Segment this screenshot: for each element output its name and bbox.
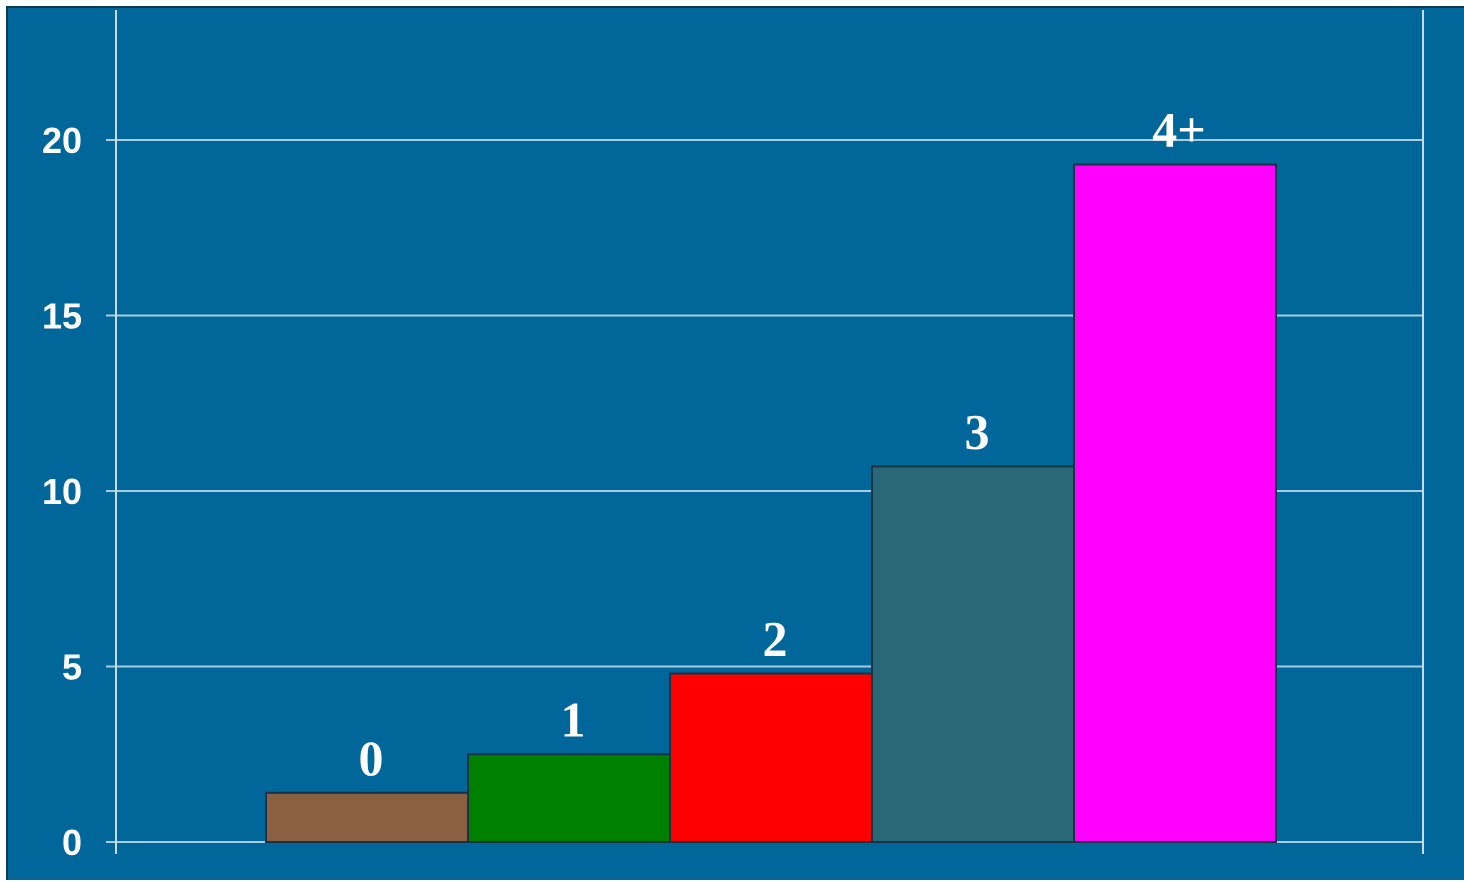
y-tick-label-10: 10	[42, 471, 82, 512]
bar-label-4+: 4+	[1152, 102, 1206, 158]
bar-label-3: 3	[965, 403, 990, 459]
axes	[115, 10, 1424, 854]
bar-chart: 0 5 10 15 20 0 1 2 3 4+	[42, 10, 1424, 863]
y-tick-label-5: 5	[62, 647, 82, 688]
bar-label-2: 2	[763, 611, 788, 667]
chart-area: 0 5 10 15 20 0 1 2 3 4+	[6, 6, 1464, 880]
y-tick-label-15: 15	[42, 296, 82, 337]
y-axis-ticks: 0 5 10 15 20	[42, 120, 82, 863]
bar-2	[669, 672, 873, 844]
bar-4+	[1073, 163, 1277, 843]
y-tick-label-20: 20	[42, 120, 82, 161]
bar-label-1: 1	[561, 691, 586, 747]
bar-0	[265, 791, 469, 843]
bar-labels: 0 1 2 3 4+	[359, 102, 1206, 786]
bars	[265, 163, 1277, 844]
y-tick-label-0: 0	[62, 822, 82, 863]
bar-3	[871, 465, 1075, 843]
bar-label-0: 0	[359, 730, 384, 786]
bar-1	[467, 753, 671, 843]
